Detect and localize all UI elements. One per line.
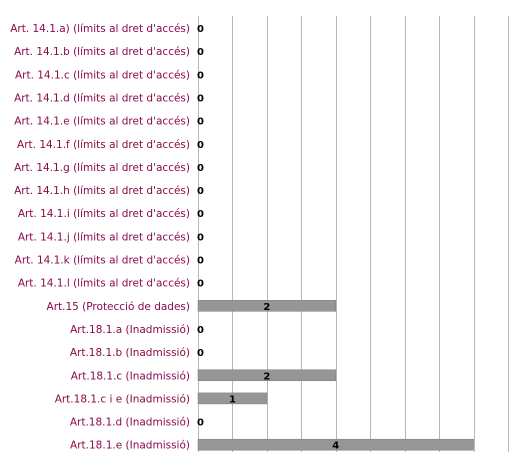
bar-15 bbox=[197, 369, 337, 381]
category-label-15: Art.18.1.c (Inadmissió) bbox=[71, 370, 190, 382]
value-label-14: 0 bbox=[197, 348, 204, 359]
value-label-7: 0 bbox=[197, 186, 204, 197]
bars bbox=[197, 300, 474, 451]
category-label-8: Art. 14.1.i (límits al dret d'accés) bbox=[18, 208, 190, 220]
value-label-18: 4 bbox=[332, 441, 339, 452]
bar-18 bbox=[197, 438, 474, 451]
category-label-11: Art. 14.1.l (límits al dret d'accés) bbox=[18, 278, 190, 290]
category-label-13: Art.18.1.a (Inadmissió) bbox=[70, 324, 190, 336]
value-label-15: 2 bbox=[263, 371, 270, 382]
category-label-10: Art. 14.1.k (límits al dret d'accés) bbox=[15, 255, 190, 267]
value-label-17: 0 bbox=[197, 418, 204, 429]
bar-12 bbox=[197, 300, 337, 312]
value-label-11: 0 bbox=[197, 279, 204, 290]
value-label-10: 0 bbox=[197, 256, 204, 267]
category-label-14: Art.18.1.b (Inadmissió) bbox=[70, 347, 190, 359]
category-label-3: Art. 14.1.d (límits al dret d'accés) bbox=[14, 92, 190, 104]
bar-16 bbox=[197, 392, 268, 405]
value-label-0: 0 bbox=[197, 24, 204, 35]
category-label-9: Art. 14.1.j (límits al dret d'accés) bbox=[18, 231, 190, 243]
value-label-9: 0 bbox=[197, 232, 204, 243]
category-labels: Art. 14.1.a) (límits al dret d'accés) Art… bbox=[10, 23, 190, 452]
value-label-6: 0 bbox=[197, 163, 204, 174]
category-label-17: Art.18.1.d (Inadmissió) bbox=[70, 417, 190, 429]
category-label-16: Art.18.1.c i e (Inadmissió) bbox=[55, 393, 190, 405]
value-label-12: 2 bbox=[263, 302, 270, 313]
value-labels: 0 0 0 0 0 0 0 0 0 0 0 0 2 0 0 2 1 0 4 bbox=[197, 24, 339, 452]
category-label-5: Art. 14.1.f (límits al dret d'accés) bbox=[17, 139, 190, 151]
category-label-0: Art. 14.1.a) (límits al dret d'accés) bbox=[10, 23, 190, 35]
category-label-12: Art.15 (Protecció de dades) bbox=[47, 301, 190, 313]
category-label-18: Art.18.1.e (Inadmissió) bbox=[70, 440, 190, 452]
value-label-8: 0 bbox=[197, 209, 204, 220]
category-label-1: Art. 14.1.b (límits al dret d'accés) bbox=[14, 46, 190, 58]
value-label-4: 0 bbox=[197, 117, 204, 128]
value-label-3: 0 bbox=[197, 93, 204, 104]
category-label-4: Art. 14.1.e (límits al dret d'accés) bbox=[14, 116, 190, 128]
value-label-1: 0 bbox=[197, 47, 204, 58]
category-label-2: Art. 14.1.c (límits al dret d'accés) bbox=[15, 69, 190, 81]
value-label-16: 1 bbox=[229, 394, 236, 405]
category-label-7: Art. 14.1.h (límits al dret d'accés) bbox=[14, 185, 190, 197]
value-label-2: 0 bbox=[197, 70, 204, 81]
grid-lines bbox=[198, 16, 509, 452]
category-label-6: Art. 14.1.g (límits al dret d'accés) bbox=[14, 162, 190, 174]
value-label-13: 0 bbox=[197, 325, 204, 336]
value-label-5: 0 bbox=[197, 140, 204, 151]
